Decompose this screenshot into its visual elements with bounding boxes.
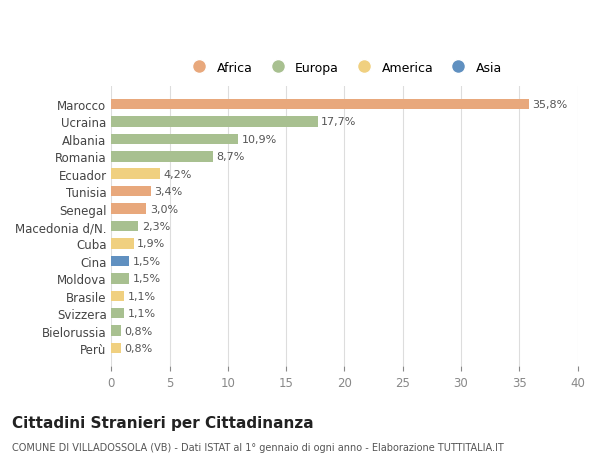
Bar	[112, 274, 129, 284]
Bar	[112, 152, 213, 162]
Bar	[112, 204, 146, 214]
Text: 3,0%: 3,0%	[150, 204, 178, 214]
Text: 1,9%: 1,9%	[137, 239, 165, 249]
Bar	[112, 221, 138, 232]
Bar	[112, 308, 124, 319]
Bar	[112, 291, 124, 302]
Legend: Africa, Europa, America, Asia: Africa, Europa, America, Asia	[182, 57, 507, 80]
Text: 3,4%: 3,4%	[154, 187, 183, 197]
Text: 8,7%: 8,7%	[216, 152, 245, 162]
Text: 1,5%: 1,5%	[133, 257, 160, 266]
Text: 35,8%: 35,8%	[532, 100, 568, 110]
Text: 1,1%: 1,1%	[128, 308, 156, 319]
Text: COMUNE DI VILLADOSSOLA (VB) - Dati ISTAT al 1° gennaio di ogni anno - Elaborazio: COMUNE DI VILLADOSSOLA (VB) - Dati ISTAT…	[12, 442, 504, 452]
Bar	[112, 239, 134, 249]
Text: 10,9%: 10,9%	[242, 134, 277, 145]
Bar	[112, 100, 529, 110]
Text: 0,8%: 0,8%	[124, 343, 152, 353]
Bar	[112, 117, 317, 127]
Bar	[112, 169, 160, 179]
Bar	[112, 256, 129, 267]
Text: 0,8%: 0,8%	[124, 326, 152, 336]
Text: 2,3%: 2,3%	[142, 222, 170, 231]
Text: 1,1%: 1,1%	[128, 291, 156, 301]
Text: Cittadini Stranieri per Cittadinanza: Cittadini Stranieri per Cittadinanza	[12, 415, 314, 430]
Bar	[112, 343, 121, 353]
Bar	[112, 134, 238, 145]
Text: 17,7%: 17,7%	[321, 117, 356, 127]
Text: 4,2%: 4,2%	[164, 169, 192, 179]
Bar	[112, 326, 121, 336]
Text: 1,5%: 1,5%	[133, 274, 160, 284]
Bar	[112, 186, 151, 197]
